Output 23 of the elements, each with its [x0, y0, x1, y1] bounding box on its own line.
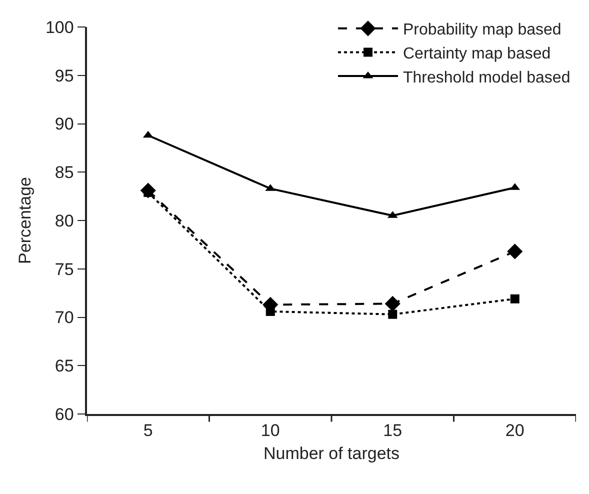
- point: [388, 310, 398, 319]
- y-tick-label: 95: [54, 66, 74, 86]
- legend-label: Threshold model based: [403, 69, 570, 86]
- legend-label: Certainty map based: [403, 45, 551, 62]
- y-tick-label: 90: [54, 114, 74, 134]
- y-tick-label: 80: [54, 211, 74, 230]
- point: [266, 306, 275, 316]
- x-tick-label: 10: [260, 421, 280, 440]
- x-tick-label: 5: [143, 421, 153, 440]
- x-tick-label: 15: [383, 421, 402, 440]
- legend-label: Probability map based: [403, 22, 562, 39]
- y-tick-label: 75: [54, 260, 74, 279]
- y-axis-title: Percentage: [16, 177, 35, 264]
- point: [510, 294, 520, 304]
- point: [507, 244, 523, 260]
- x-axis-title: Number of targets: [263, 444, 400, 464]
- y-tick-label: 85: [54, 163, 74, 182]
- y-tick-label: 100: [45, 18, 74, 37]
- point: [384, 296, 400, 312]
- y-tick-label: 60: [54, 404, 74, 424]
- y-tick-label: 65: [54, 356, 74, 376]
- x-tick-label: 20: [505, 421, 524, 440]
- y-tick-label: 70: [54, 308, 74, 328]
